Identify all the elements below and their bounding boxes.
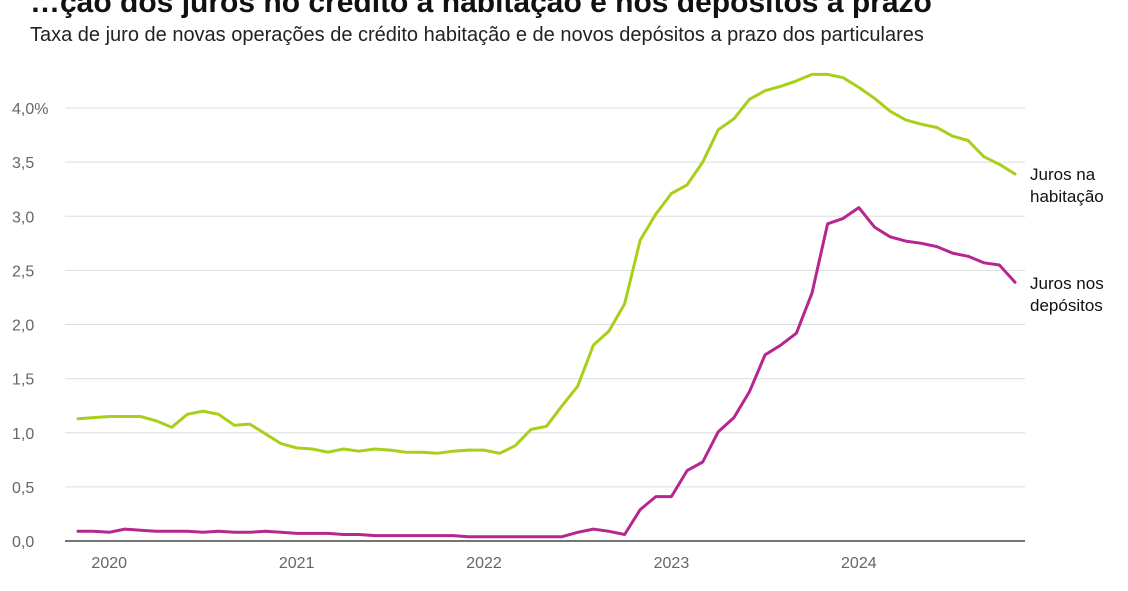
y-tick-label: 2,5 bbox=[12, 263, 34, 280]
label-juros-depositos: Juros nos depósitos bbox=[1030, 274, 1104, 315]
x-tick-label: 2021 bbox=[279, 555, 315, 572]
chart-subtitle: Taxa de juro de novas operações de crédi… bbox=[30, 24, 924, 46]
x-tick-label: 2020 bbox=[91, 555, 127, 572]
label-juros-habitacao: Juros na habitação bbox=[1030, 165, 1104, 206]
y-tick-label: 3,0 bbox=[12, 209, 34, 226]
chart-title: …ção dos juros no crédito à habitação e … bbox=[30, 0, 932, 19]
series-line-habitacao bbox=[76, 72, 1017, 455]
x-tick-label: 2022 bbox=[466, 555, 502, 572]
y-tick-label: 4,0% bbox=[12, 101, 48, 118]
y-axis-ticks: 0,0 0,5 1,0 1,5 2,0 2,5 3,0 3,5 4,0% bbox=[12, 101, 48, 551]
y-tick-label: 1,0 bbox=[12, 426, 34, 443]
gridlines bbox=[65, 107, 1025, 542]
series-end-labels: Juros na habitação Juros nos depósitos bbox=[1030, 165, 1104, 315]
y-tick-label: 0,0 bbox=[12, 534, 34, 551]
series-line-depositos bbox=[76, 206, 1017, 539]
y-tick-label: 0,5 bbox=[12, 480, 34, 497]
series-lines bbox=[76, 72, 1017, 539]
x-axis-ticks: 2020 2021 2022 2023 2024 bbox=[91, 555, 876, 572]
x-tick-label: 2024 bbox=[841, 555, 877, 572]
x-tick-label: 2023 bbox=[654, 555, 690, 572]
y-tick-label: 2,0 bbox=[12, 318, 34, 335]
y-tick-label: 3,5 bbox=[12, 155, 34, 172]
y-tick-label: 1,5 bbox=[12, 372, 34, 389]
